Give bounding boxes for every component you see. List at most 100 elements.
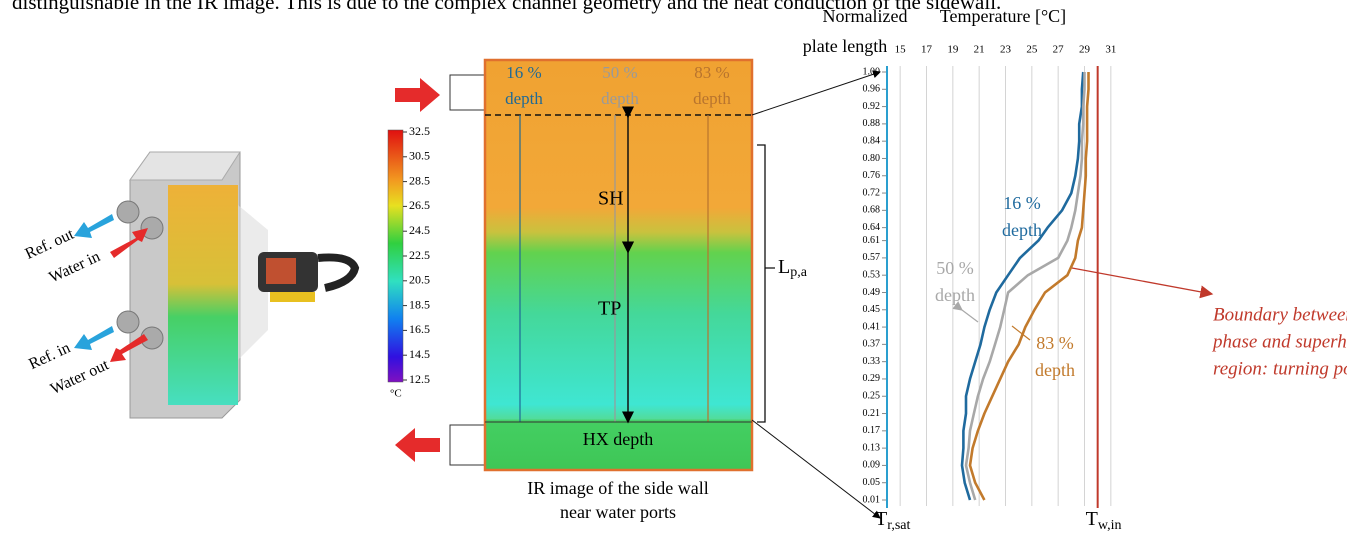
colorbar-tick-label: 30.5 bbox=[409, 149, 430, 163]
length-symbol: L bbox=[778, 256, 790, 278]
connector bbox=[752, 420, 880, 518]
y-tick-label: 0.92 bbox=[863, 101, 881, 112]
x-tick-label: 19 bbox=[947, 44, 959, 56]
colorbar-unit: °C bbox=[390, 388, 402, 400]
y-tick-label: 0.96 bbox=[863, 84, 881, 95]
y-tick-label: 0.41 bbox=[863, 321, 881, 332]
port-box bbox=[450, 75, 485, 110]
colorbar-tick-label: 26.5 bbox=[409, 198, 430, 212]
length-subscript: p,a bbox=[790, 265, 808, 280]
colorbar-ticks: 32.5 30.5 28.5 26.5 24.5 22.5 20.5 18.5 16.5 14.5… bbox=[403, 124, 430, 386]
length-label: Lp,a bbox=[778, 256, 808, 281]
series-label: depth bbox=[1035, 360, 1075, 380]
page: { "caption_fragment": "distinguishable i… bbox=[0, 0, 1347, 535]
y-tick-label: 0.88 bbox=[863, 118, 881, 129]
connector bbox=[752, 72, 880, 115]
y-tick-label: 0.72 bbox=[863, 187, 881, 198]
depth-percent: 83 % bbox=[694, 63, 729, 82]
x-tick-label: 17 bbox=[921, 44, 933, 56]
series-label: depth bbox=[935, 285, 975, 305]
colorbar-tick-label: 16.5 bbox=[409, 322, 430, 336]
y-tick-label: 0.57 bbox=[863, 252, 881, 263]
reference-label: Tw,in bbox=[1086, 508, 1122, 534]
region-label: TP bbox=[598, 298, 621, 320]
figure: distinguishable in the IR image. This is… bbox=[0, 0, 1347, 535]
y-tick-label: 0.61 bbox=[863, 235, 881, 246]
y-tick-label: 0.45 bbox=[863, 304, 881, 315]
series-line bbox=[966, 72, 1085, 500]
y-tick-label: 0.64 bbox=[863, 222, 881, 233]
colorbar-tick-label: 18.5 bbox=[409, 297, 430, 311]
y-axis-label: Normalized bbox=[823, 6, 908, 26]
y-tick-label: 0.53 bbox=[863, 269, 881, 280]
x-axis-label: Temperature [°C] bbox=[940, 6, 1066, 26]
x-tick-label: 27 bbox=[1053, 44, 1065, 56]
x-tick-label: 21 bbox=[974, 44, 985, 56]
turning-point-note: region: turning point! bbox=[1213, 358, 1347, 379]
colorbar-tick-label: 22.5 bbox=[409, 248, 430, 262]
hx-label: HX depth bbox=[583, 429, 654, 449]
label-pointer bbox=[962, 310, 978, 322]
series-label: 83 % bbox=[1036, 333, 1074, 353]
water-out-arrow bbox=[395, 428, 440, 462]
series-line bbox=[970, 72, 1089, 500]
y-tick-label: 0.33 bbox=[863, 356, 881, 367]
y-tick-label: 1.00 bbox=[863, 66, 881, 77]
water-in-arrow bbox=[395, 78, 440, 112]
colorbar-tick-label: 28.5 bbox=[409, 173, 430, 187]
y-tick-label: 0.21 bbox=[863, 408, 881, 419]
region-label: SH bbox=[598, 188, 624, 210]
y-tick-label: 0.84 bbox=[863, 135, 881, 146]
reference-label: Tr,sat bbox=[875, 508, 910, 534]
profile-chart: Normalized plate length Temperature [°C] 15… bbox=[803, 6, 1347, 533]
device-label: Water in bbox=[46, 248, 102, 286]
x-tick-label: 29 bbox=[1079, 44, 1091, 56]
colorbar-tick-label: 12.5 bbox=[409, 372, 430, 386]
device-label: Ref. out bbox=[23, 225, 77, 262]
y-tick-label: 0.05 bbox=[863, 477, 881, 488]
reference-symbol: T bbox=[875, 508, 887, 530]
series-label: 16 % bbox=[1003, 193, 1041, 213]
y-tick-label: 0.76 bbox=[863, 170, 881, 181]
y-tick-label: 0.68 bbox=[863, 205, 881, 216]
ir-caption: near water ports bbox=[560, 502, 676, 522]
y-tick-label: 0.37 bbox=[863, 339, 881, 350]
series-label: 50 % bbox=[936, 258, 974, 278]
note-arrow bbox=[1072, 268, 1212, 294]
y-tick-label: 0.01 bbox=[863, 494, 881, 505]
reference-symbol: T bbox=[1086, 508, 1098, 530]
y-tick-label: 0.25 bbox=[863, 391, 881, 402]
series-label: depth bbox=[1002, 220, 1042, 240]
colorbar-tick-label: 32.5 bbox=[409, 124, 430, 138]
port-box bbox=[450, 425, 485, 465]
y-tick-label: 0.29 bbox=[863, 373, 881, 384]
x-tick-label: 25 bbox=[1026, 44, 1038, 56]
series-line bbox=[962, 72, 1083, 500]
y-tick-label: 0.80 bbox=[863, 153, 881, 164]
colorbar-tick-label: 24.5 bbox=[409, 223, 430, 237]
device-illustration bbox=[74, 152, 355, 418]
y-tick-label: 0.13 bbox=[863, 442, 881, 453]
device-label: Water out bbox=[48, 356, 112, 398]
turning-point-note: phase and superheated bbox=[1211, 331, 1347, 352]
x-tick-label: 15 bbox=[895, 44, 907, 56]
x-tick-label: 31 bbox=[1105, 44, 1116, 56]
reference-subscript: w,in bbox=[1098, 518, 1122, 533]
depth-percent: 50 % bbox=[602, 63, 637, 82]
depth-word: depth bbox=[505, 89, 543, 108]
colorbar-tick-label: 14.5 bbox=[409, 347, 430, 361]
device-label: Ref. in bbox=[26, 339, 73, 373]
y-axis-label: plate length bbox=[803, 36, 887, 56]
length-bracket bbox=[757, 145, 775, 422]
x-tick-label: 23 bbox=[1000, 44, 1012, 56]
y-tick-label: 0.49 bbox=[863, 287, 881, 298]
depth-word: depth bbox=[601, 89, 639, 108]
depth-word: depth bbox=[693, 89, 731, 108]
colorbar-tick-label: 20.5 bbox=[409, 273, 430, 287]
y-tick-label: 0.09 bbox=[863, 460, 881, 471]
reference-subscript: r,sat bbox=[887, 518, 910, 533]
depth-percent: 16 % bbox=[506, 63, 541, 82]
turning-point-note: Boundary between two- bbox=[1213, 304, 1347, 325]
ir-caption: IR image of the side wall bbox=[527, 478, 708, 498]
colorbar bbox=[388, 130, 403, 382]
